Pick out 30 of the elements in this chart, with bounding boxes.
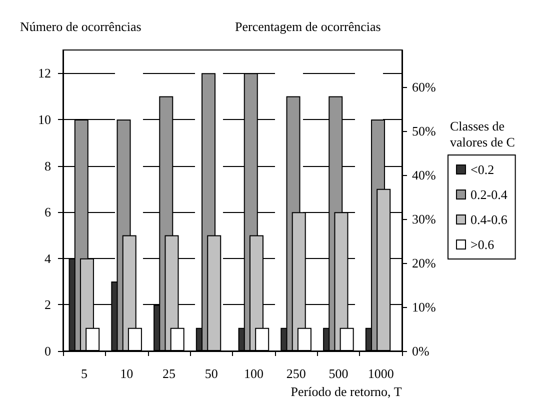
- x-tick-label: 10: [120, 366, 134, 381]
- y2-tick-label: 0%: [412, 344, 430, 358]
- y-tick-label: 10: [38, 112, 51, 127]
- y2-axis-title: Percentagem de ocorrências: [235, 19, 381, 34]
- y2-tick-label: 60%: [412, 79, 436, 94]
- x-tick-label: 50: [204, 366, 218, 381]
- x-tick-label: 100: [244, 366, 264, 381]
- y2-tick-label: 10%: [412, 299, 436, 314]
- y2-tick-label: 40%: [412, 167, 436, 182]
- y-tick-label: 0: [44, 344, 51, 358]
- y-tick-label: 8: [44, 158, 51, 174]
- y2-tick-label: 30%: [412, 211, 436, 226]
- x-tick-label: 1000: [368, 366, 394, 381]
- legend-title: Classes de valores de C: [450, 118, 515, 150]
- y-axis-title: Número de ocorrências: [20, 19, 142, 34]
- y2-tick-label: 20%: [412, 255, 436, 270]
- legend-label: <0.2: [470, 162, 494, 177]
- y-tick-label: 12: [38, 66, 51, 81]
- x-tick-label: 500: [328, 366, 348, 381]
- legend-label: 0.2-0.4: [470, 187, 508, 202]
- y-tick-label: 2: [44, 297, 51, 312]
- y-tick-label: 4: [44, 250, 52, 266]
- y2-tick-label: 50%: [412, 123, 436, 138]
- legend-label: 0.4-0.6: [470, 212, 508, 227]
- x-tick-label: 25: [162, 366, 176, 381]
- x-tick-label: 250: [286, 366, 306, 381]
- y-tick-label: 6: [44, 204, 52, 220]
- x-axis-title: Período de retorno, T: [290, 384, 402, 399]
- legend-label: >0.6: [470, 237, 495, 252]
- x-tick-label: 5: [80, 366, 88, 381]
